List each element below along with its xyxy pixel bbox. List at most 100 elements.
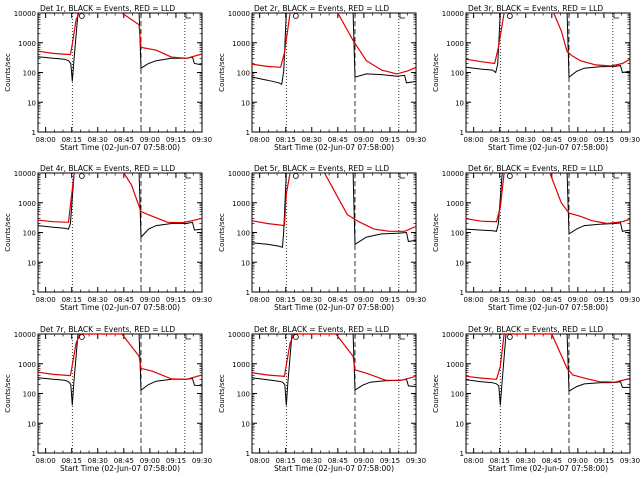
y-axis-label: Counts/sec	[218, 213, 226, 252]
y-tick-label: 1000	[446, 200, 464, 208]
y-tick-label: 1000	[232, 200, 250, 208]
plot-frame	[465, 333, 631, 454]
panel-title: Det 8r, BLACK = Events, RED = LLD	[254, 325, 389, 334]
panel-title: Det 1r, BLACK = Events, RED = LLD	[40, 4, 175, 13]
lld-series-line	[466, 173, 630, 225]
corner-marker-icon	[399, 173, 405, 179]
x-tick-label: 09:00	[354, 457, 374, 465]
y-tick-label: 10	[455, 99, 464, 107]
y-tick-label: 1000	[232, 361, 250, 369]
x-tick-label: 09:15	[594, 457, 614, 465]
corner-marker-icon	[399, 334, 405, 340]
y-tick-label: 100	[23, 230, 36, 238]
corner-marker-icon	[185, 334, 191, 340]
y-tick-label: 10000	[442, 10, 464, 18]
x-tick-label: 08:15	[490, 136, 510, 144]
x-tick-label: 09:15	[594, 296, 614, 304]
panel-2: 1 10 100 1000 10000 08:00 08:15 08:30 08:45 09:00…	[218, 4, 426, 152]
x-tick-label: 08:45	[114, 296, 134, 304]
lld-series-line	[38, 173, 202, 224]
x-axis-label: Start Time (02-Jun-07 07:58:00)	[60, 303, 180, 312]
x-tick-label: 08:15	[276, 296, 296, 304]
panel-6: 1 10 100 1000 10000 08:00 08:15 08:30 08:45 09:00…	[432, 164, 640, 312]
panel-title: Det 7r, BLACK = Events, RED = LLD	[40, 325, 175, 334]
plot-frame	[465, 12, 631, 133]
x-tick-label: 08:15	[62, 296, 82, 304]
x-tick-label: 09:30	[620, 136, 640, 144]
x-tick-label: 09:15	[166, 136, 186, 144]
y-tick-label: 10	[241, 259, 250, 267]
x-tick-label: 08:15	[490, 296, 510, 304]
circle-marker-icon	[292, 13, 299, 19]
x-tick-label: 08:00	[36, 457, 56, 465]
events-series-line	[252, 173, 416, 248]
x-tick-label: 08:45	[114, 136, 134, 144]
y-tick-label: 1	[246, 289, 250, 297]
events-series-line	[38, 13, 202, 82]
x-tick-label: 09:15	[594, 136, 614, 144]
x-tick-label: 09:30	[192, 296, 212, 304]
y-tick-label: 10	[27, 420, 36, 428]
x-tick-label: 08:30	[88, 136, 108, 144]
y-tick-label: 1	[32, 289, 36, 297]
corner-marker-icon	[613, 334, 619, 340]
x-tick-label: 08:15	[276, 457, 296, 465]
y-tick-label: 10	[27, 259, 36, 267]
y-tick-label: 10000	[14, 331, 36, 339]
lld-series-line	[466, 334, 630, 383]
y-tick-label: 100	[451, 70, 464, 78]
x-tick-label: 08:00	[464, 296, 484, 304]
x-tick-label: 09:15	[166, 296, 186, 304]
x-tick-label: 09:00	[568, 296, 588, 304]
x-tick-label: 08:00	[464, 457, 484, 465]
y-tick-label: 100	[237, 230, 250, 238]
x-tick-label: 08:00	[36, 136, 56, 144]
panel-5: 1 10 100 1000 10000 08:00 08:15 08:30 08:45 09:00…	[218, 164, 426, 312]
y-tick-label: 1	[32, 450, 36, 458]
x-axis-label: Start Time (02-Jun-07 07:58:00)	[488, 303, 608, 312]
x-tick-label: 08:15	[62, 457, 82, 465]
circle-marker-icon	[506, 334, 513, 340]
panel-title: Det 9r, BLACK = Events, RED = LLD	[468, 325, 603, 334]
x-tick-label: 08:45	[328, 136, 348, 144]
y-tick-label: 1000	[446, 40, 464, 48]
x-tick-label: 09:30	[620, 457, 640, 465]
y-tick-label: 1	[246, 450, 250, 458]
y-tick-label: 10	[455, 420, 464, 428]
plot-frame	[465, 172, 631, 293]
events-series-line	[466, 173, 630, 235]
x-tick-label: 08:30	[88, 457, 108, 465]
y-axis-label: Counts/sec	[218, 374, 226, 413]
corner-marker-icon	[185, 173, 191, 179]
y-tick-label: 1	[460, 129, 464, 137]
y-tick-label: 1000	[446, 361, 464, 369]
x-tick-label: 08:45	[328, 457, 348, 465]
x-tick-label: 09:00	[568, 457, 588, 465]
y-axis-label: Counts/sec	[432, 374, 440, 413]
panel-4: 1 10 100 1000 10000 08:00 08:15 08:30 08:45 09:00…	[4, 164, 212, 312]
x-tick-label: 08:30	[88, 296, 108, 304]
panel-3: 1 10 100 1000 10000 08:00 08:15 08:30 08:45 09:00…	[432, 4, 640, 152]
x-axis-label: Start Time (02-Jun-07 07:58:00)	[60, 464, 180, 473]
x-tick-label: 09:15	[166, 457, 186, 465]
panel-7: 1 10 100 1000 10000 08:00 08:15 08:30 08:45 09:00…	[4, 325, 212, 473]
x-tick-label: 08:30	[302, 136, 322, 144]
x-tick-label: 09:15	[380, 136, 400, 144]
x-tick-label: 08:30	[516, 457, 536, 465]
y-tick-label: 100	[237, 391, 250, 399]
panel-8: 1 10 100 1000 10000 08:00 08:15 08:30 08:45 09:00…	[218, 325, 426, 473]
y-tick-label: 10000	[442, 170, 464, 178]
y-tick-label: 1000	[232, 40, 250, 48]
events-series-line	[466, 334, 630, 406]
x-tick-label: 09:30	[620, 296, 640, 304]
x-tick-label: 09:30	[192, 457, 212, 465]
plot-frame	[37, 172, 203, 293]
y-tick-label: 1	[460, 450, 464, 458]
circle-marker-icon	[78, 173, 85, 179]
circle-marker-icon	[78, 334, 85, 340]
y-tick-label: 100	[23, 70, 36, 78]
y-tick-label: 10000	[228, 170, 250, 178]
x-tick-label: 09:00	[354, 136, 374, 144]
x-tick-label: 08:45	[328, 296, 348, 304]
events-series-line	[252, 334, 416, 406]
